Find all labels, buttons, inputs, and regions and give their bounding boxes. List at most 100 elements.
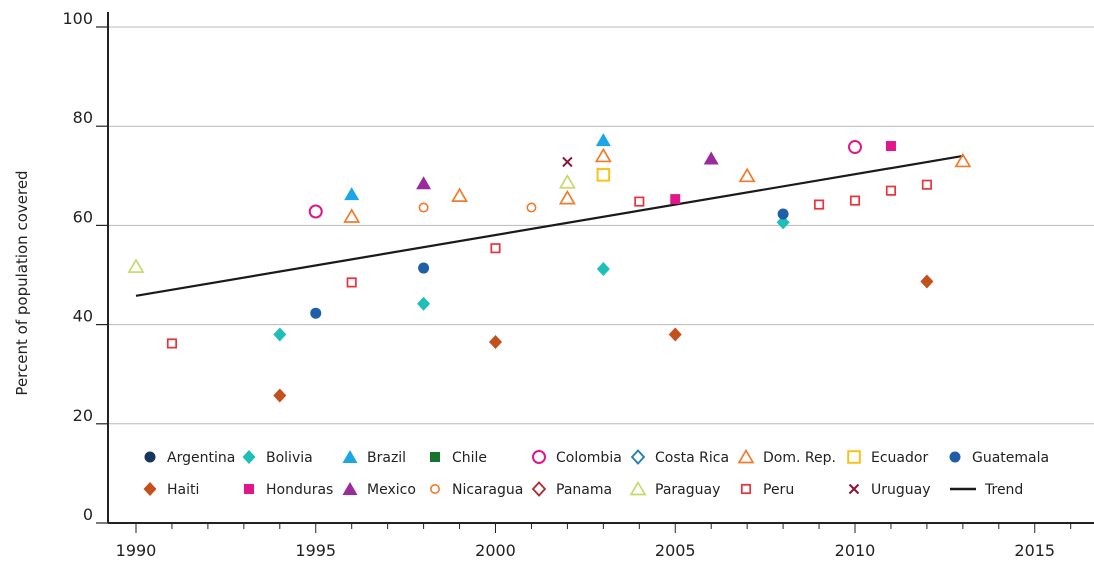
point-brazil	[344, 187, 360, 201]
legend-marker	[629, 480, 647, 496]
legend-marker	[740, 483, 752, 495]
point-bolivia	[596, 262, 610, 277]
legend-label: Uruguay	[871, 482, 931, 498]
point-uruguay	[562, 156, 573, 168]
gridlines	[108, 26, 1094, 425]
legend-label: Honduras	[266, 482, 333, 498]
point-nicaragua	[526, 202, 537, 213]
point-dom-rep	[343, 208, 361, 223]
point-dom-rep	[558, 189, 576, 205]
legend-item-colombia: Colombia	[532, 450, 622, 466]
trend-layer	[135, 154, 964, 297]
legend-marker	[429, 483, 440, 494]
point-bolivia	[417, 296, 431, 311]
legend-marker	[531, 481, 547, 497]
point-dom-rep	[738, 167, 756, 183]
point-guatemala	[777, 208, 789, 220]
legend-label: Mexico	[367, 482, 416, 498]
legend-item-bolivia: Bolivia	[242, 450, 313, 466]
y-tick-label: 40	[73, 307, 93, 326]
legend-marker	[737, 448, 755, 464]
x-tick-label: 2010	[835, 541, 876, 560]
point-nicaragua	[418, 202, 429, 213]
point-peru	[849, 195, 861, 206]
point-bolivia	[776, 215, 790, 230]
legend-item-panama: Panama	[531, 481, 612, 498]
legend-item-costa-rica: Costa Rica	[630, 449, 729, 466]
legend-marker	[630, 449, 646, 465]
legend-marker	[242, 450, 256, 464]
legend-item-nicaragua: Nicaragua	[429, 482, 523, 498]
legend-label: Bolivia	[266, 450, 313, 466]
legend-item-trend: Trend	[950, 482, 1023, 498]
point-dom-rep	[954, 152, 972, 168]
legend-marker	[848, 483, 860, 495]
legend-item-chile: Chile	[430, 450, 487, 466]
legend-marker	[430, 452, 440, 462]
trend-line	[135, 154, 964, 297]
point-haiti	[273, 388, 287, 403]
point-mexico	[703, 151, 719, 165]
legend-item-haiti: Haiti	[143, 482, 199, 498]
y-tick-label: 100	[62, 9, 93, 28]
legend-item-dom-rep: Dom. Rep.	[737, 448, 836, 466]
data-points	[127, 133, 972, 403]
point-paraguay	[127, 258, 145, 273]
point-dom-rep	[594, 147, 612, 163]
x-tick-label: 2015	[1014, 541, 1055, 560]
legend-marker	[342, 450, 358, 463]
point-peru	[813, 199, 825, 210]
y-tick-label: 60	[73, 207, 93, 226]
legend-marker	[949, 451, 961, 463]
legend-label: Costa Rica	[655, 450, 729, 466]
legend-label: Colombia	[556, 450, 622, 466]
legend-label: Panama	[556, 482, 612, 498]
x-tick-label: 1990	[116, 541, 157, 560]
legend-item-uruguay: Uruguay	[848, 482, 931, 498]
point-brazil	[595, 133, 611, 147]
legend-marker	[532, 450, 546, 464]
axes: 0 20 40 60 80 100 1990 1995 2000 2005 2010 2015	[62, 9, 1094, 560]
legend-label: Guatemala	[972, 450, 1049, 466]
legend-label: Haiti	[167, 482, 199, 498]
point-haiti	[489, 334, 502, 349]
legend-marker	[342, 482, 358, 495]
y-axis-label: Percent of population covered	[13, 170, 31, 395]
point-bolivia	[273, 327, 287, 342]
point-peru	[885, 185, 896, 196]
legend-item-peru: Peru	[740, 482, 794, 498]
point-colombia	[848, 140, 862, 155]
legend-marker	[143, 482, 157, 496]
legend-label: Brazil	[367, 450, 406, 466]
legend: Argentina Bolivia Brazil Chile Colombia Costa…	[143, 448, 1049, 498]
point-honduras	[670, 194, 681, 205]
x-tick-label: 1995	[295, 541, 336, 560]
y-tick-label: 20	[73, 406, 93, 425]
point-peru	[346, 277, 357, 288]
point-ecuador	[596, 168, 611, 182]
legend-label: Argentina	[167, 450, 235, 466]
legend-label: Ecuador	[871, 450, 928, 466]
legend-item-argentina: Argentina	[144, 450, 235, 466]
legend-marker	[847, 450, 861, 464]
point-colombia	[308, 204, 323, 219]
legend-label: Chile	[452, 450, 487, 466]
legend-label: Peru	[763, 482, 794, 498]
point-paraguay	[558, 174, 576, 189]
legend-item-paraguay: Paraguay	[629, 480, 720, 498]
point-honduras	[885, 141, 896, 152]
legend-item-mexico: Mexico	[342, 482, 416, 498]
legend-item-brazil: Brazil	[342, 450, 406, 466]
point-peru	[490, 243, 501, 254]
point-peru	[166, 338, 177, 349]
point-mexico	[416, 176, 432, 190]
x-tick-label: 2000	[475, 541, 516, 560]
legend-label: Paraguay	[655, 482, 720, 498]
point-haiti	[920, 274, 934, 289]
legend-marker	[244, 484, 254, 494]
point-peru	[634, 196, 645, 207]
point-dom-rep	[451, 187, 469, 202]
legend-label: Trend	[984, 482, 1023, 498]
point-haiti	[668, 327, 682, 342]
